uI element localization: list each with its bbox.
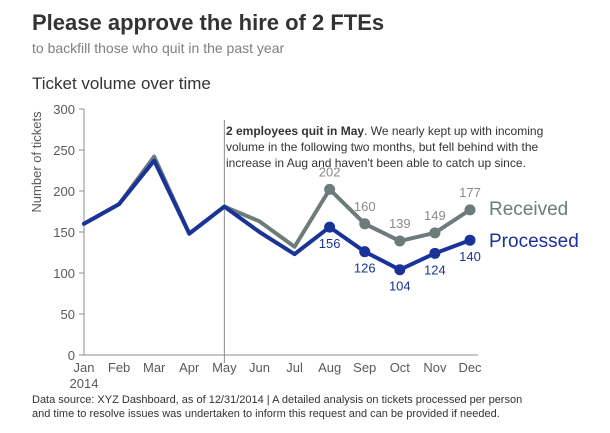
x-year-label: 2014 [70,376,99,391]
x-tick-label: Sep [353,360,376,375]
annotation-line-1: 2 employees quit in May. We nearly kept … [226,124,543,138]
data-label-received: 139 [389,216,411,231]
page-title: Please approve the hire of 2 FTEs [32,10,385,35]
data-label-processed: 126 [354,261,376,276]
y-tick-label: 150 [53,225,75,240]
data-point-processed [464,234,476,246]
data-label-processed: 104 [389,279,411,294]
y-axis-label: Number of tickets [29,111,44,213]
annotation-bold: 2 employees quit in May [226,124,364,138]
y-tick-label: 250 [53,143,75,158]
data-point-processed [324,221,336,233]
data-label-processed: 156 [319,236,341,251]
chart-series: 202 160 139 149 177 Received 156 126 104 124 140 Pr… [82,154,579,294]
data-point-processed [359,246,371,258]
x-tick-label: Feb [108,360,130,375]
data-point-received [429,227,441,239]
series-line-processed [82,158,472,272]
y-tick-label: 200 [53,184,75,199]
footnote-line-1: Data source: XYZ Dashboard, as of 12/31/… [32,394,523,406]
data-label-received: 177 [459,185,481,200]
x-tick-label: Dec [458,360,482,375]
x-tick-label: Aug [318,360,341,375]
data-point-received [464,204,476,216]
x-tick-label: Nov [423,360,447,375]
data-point-received [394,235,406,247]
data-point-received [359,218,371,230]
footnote-line-2: and time to resolve issues was undertake… [32,408,500,420]
data-label-received: 160 [354,199,376,214]
data-point-processed [429,247,441,259]
y-tick-label: 300 [53,102,75,117]
footnote: Data source: XYZ Dashboard, as of 12/31/… [32,393,592,421]
x-tick-label: Oct [390,360,411,375]
series-line-received [82,154,472,249]
y-tick-label: 0 [68,348,75,363]
annotation-line-2: volume in the following two months, but … [226,140,539,154]
x-tick-label: Apr [179,360,200,375]
x-tick-label: Jun [249,360,270,375]
x-tick-label: Jul [286,360,303,375]
annotation-block: 2 employees quit in May. We nearly kept … [226,124,543,170]
chart-axes: 0 50 100 150 200 250 300 Number of tickets Jan Fe… [29,102,482,391]
page-subtitle: to backfill those who quit in the past y… [32,40,285,56]
annotation-line-1-rest: . We nearly kept up with incoming [364,124,543,138]
data-label-received: 149 [424,208,446,223]
series-label-received: Received [489,199,568,220]
y-tick-label: 100 [53,266,75,281]
data-label-received: 202 [319,164,341,179]
x-tick-label: May [212,360,237,375]
data-label-processed: 124 [424,262,446,277]
data-label-processed: 140 [459,249,481,264]
series-label-processed: Processed [489,231,579,252]
data-point-processed [394,264,406,276]
x-tick-label: Mar [143,360,166,375]
annotation-line-3: increase in Aug and haven't been able to… [226,156,526,170]
data-point-received [324,183,336,195]
y-tick-label: 50 [61,307,75,322]
x-tick-label: Jan [74,360,95,375]
chart-title: Ticket volume over time [32,74,211,93]
